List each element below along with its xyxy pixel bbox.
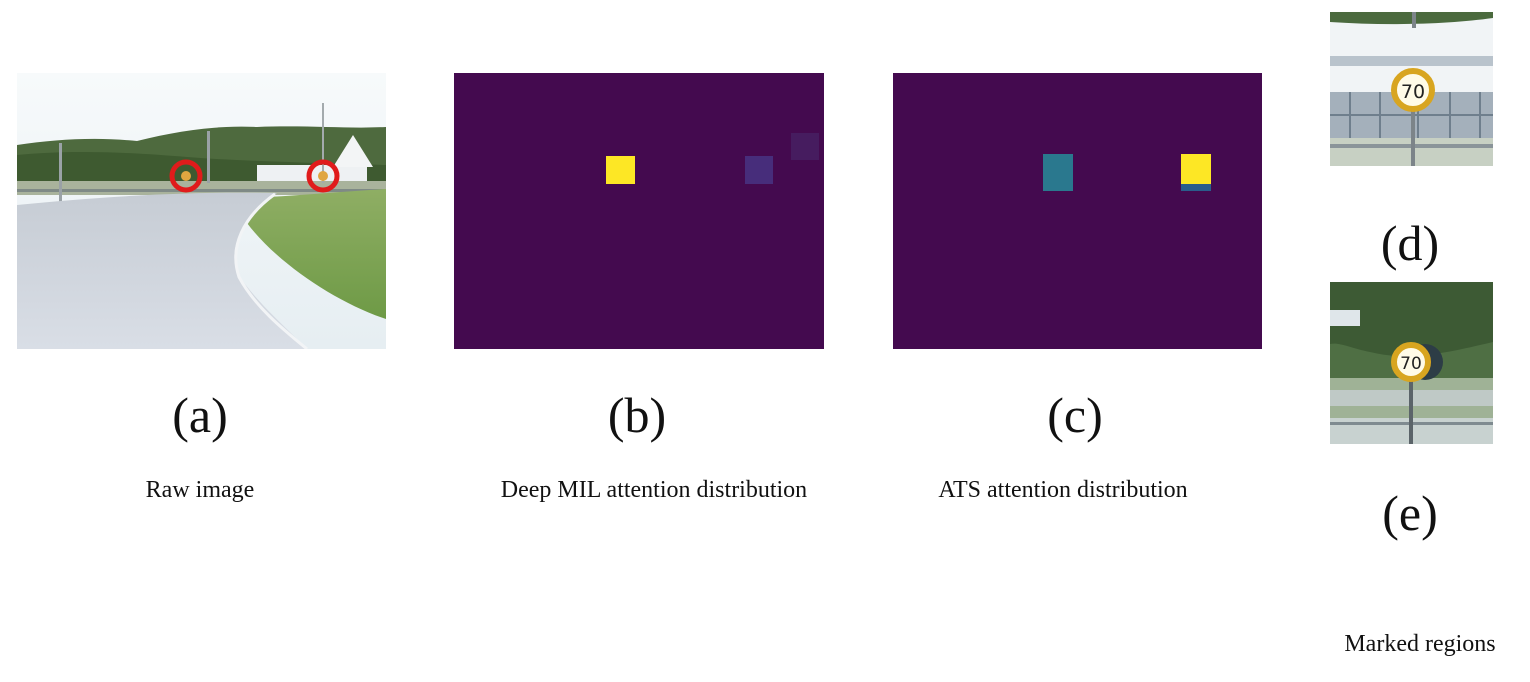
attention-patch-faint (791, 133, 819, 160)
speed-sign-icon (1391, 342, 1431, 382)
speed-sign-icon (1391, 68, 1435, 112)
sign-marker-left-icon (169, 159, 203, 193)
raw-image-caption: Raw image (145, 477, 255, 503)
attention-patch-high (1181, 154, 1211, 184)
panel-a-label: (a) (172, 387, 228, 443)
marked-region-d: 70 (1330, 12, 1493, 166)
panel-b-label: (b) (607, 387, 667, 443)
panel-c-label: (c) (1047, 387, 1103, 443)
marked-region-e: 70 (1330, 282, 1493, 444)
attention-patch-low (745, 156, 773, 184)
ats-caption: ATS attention distribution (938, 477, 1188, 503)
deep-mil-heatmap (454, 73, 824, 349)
attention-patch-edge (1181, 184, 1211, 191)
attention-patch-medium (1043, 154, 1073, 191)
ats-heatmap (893, 73, 1262, 349)
speed-sign-text: 70 (1401, 81, 1425, 103)
deep-mil-caption: Deep MIL attention distribution (500, 477, 808, 503)
marked-regions-caption: Marked regions (1344, 631, 1496, 657)
panel-d-label: (d) (1380, 215, 1440, 271)
raw-image-panel (17, 73, 386, 349)
speed-sign-text: 70 (1400, 354, 1422, 374)
panel-e-label: (e) (1382, 485, 1438, 541)
raw-road-image (17, 73, 386, 349)
attention-patch-high (606, 156, 635, 184)
sign-marker-right-icon (306, 159, 340, 193)
